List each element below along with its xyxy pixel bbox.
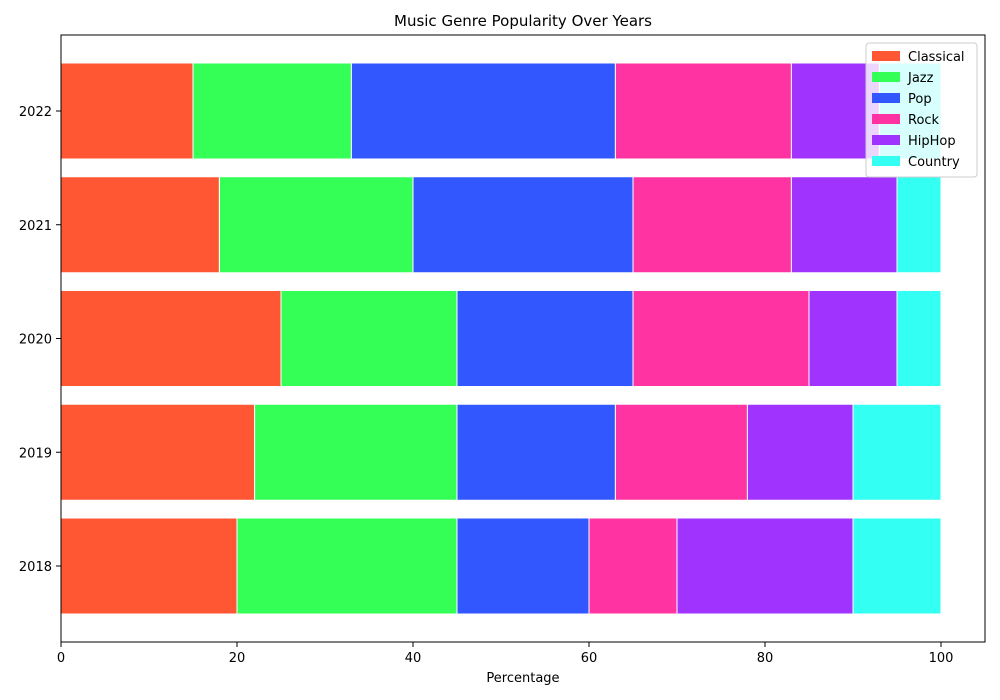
bar-jazz-2018: [236, 517, 458, 615]
bar-pop-2019: [456, 403, 616, 501]
bars: [60, 62, 942, 615]
legend-label-rock: Rock: [908, 113, 940, 128]
bar-jazz-2022: [192, 62, 352, 160]
bar-rock-2022: [614, 62, 792, 160]
y-tick-label: 2021: [19, 219, 52, 234]
legend-label-pop: Pop: [908, 92, 932, 107]
legend-swatch-hiphop: [872, 135, 900, 145]
bar-classical-2022: [60, 62, 194, 160]
y-tick-label: 2020: [19, 333, 52, 348]
bar-rock-2019: [614, 403, 748, 501]
legend-label-hiphop: HipHop: [908, 134, 956, 149]
bar-hiphop-2019: [746, 403, 854, 501]
bar-hiphop-2021: [790, 176, 898, 274]
legend-swatch-jazz: [872, 72, 900, 82]
x-tick-label: 40: [405, 651, 422, 666]
bar-rock-2021: [632, 176, 792, 274]
x-tick-label: 100: [929, 651, 954, 666]
bar-hiphop-2018: [676, 517, 854, 615]
legend-swatch-classical: [872, 51, 900, 61]
legend: Classical Jazz Pop Rock HipHop Country: [865, 42, 978, 178]
bar-pop-2018: [456, 517, 590, 615]
bar-classical-2018: [60, 517, 238, 615]
bar-jazz-2020: [280, 290, 458, 387]
x-tick-label: 0: [57, 651, 65, 666]
bar-country-2019: [852, 403, 942, 501]
x-tick-label: 80: [757, 651, 774, 666]
legend-label-jazz: Jazz: [907, 71, 934, 86]
bar-rock-2020: [632, 290, 810, 387]
bar-pop-2020: [456, 290, 634, 387]
bar-hiphop-2020: [808, 290, 898, 387]
bar-pop-2022: [350, 62, 616, 160]
bar-country-2021: [896, 176, 942, 274]
bar-country-2018: [852, 517, 942, 615]
bar-hiphop-2022: [790, 62, 880, 160]
legend-swatch-pop: [872, 93, 900, 103]
legend-label-classical: Classical: [908, 50, 965, 65]
bar-classical-2019: [60, 403, 256, 501]
y-axis: 2018 2019 2020 2021 2022: [19, 105, 61, 575]
bar-classical-2021: [60, 176, 220, 274]
y-tick-label: 2018: [19, 560, 52, 575]
bar-jazz-2021: [218, 176, 414, 274]
y-tick-label: 2022: [19, 105, 52, 120]
x-tick-label: 20: [229, 651, 246, 666]
x-axis: 0 20 40 60 80 100: [57, 642, 954, 666]
bar-jazz-2019: [254, 403, 458, 501]
legend-swatch-country: [872, 156, 900, 166]
legend-swatch-rock: [872, 114, 900, 124]
chart-title: Music Genre Popularity Over Years: [394, 12, 652, 30]
x-tick-label: 60: [581, 651, 598, 666]
bar-classical-2020: [60, 290, 282, 387]
bar-rock-2018: [588, 517, 678, 615]
bar-pop-2021: [412, 176, 634, 274]
bar-country-2020: [896, 290, 942, 387]
legend-label-country: Country: [908, 155, 960, 170]
x-axis-label: Percentage: [486, 671, 559, 686]
y-tick-label: 2019: [19, 446, 52, 461]
